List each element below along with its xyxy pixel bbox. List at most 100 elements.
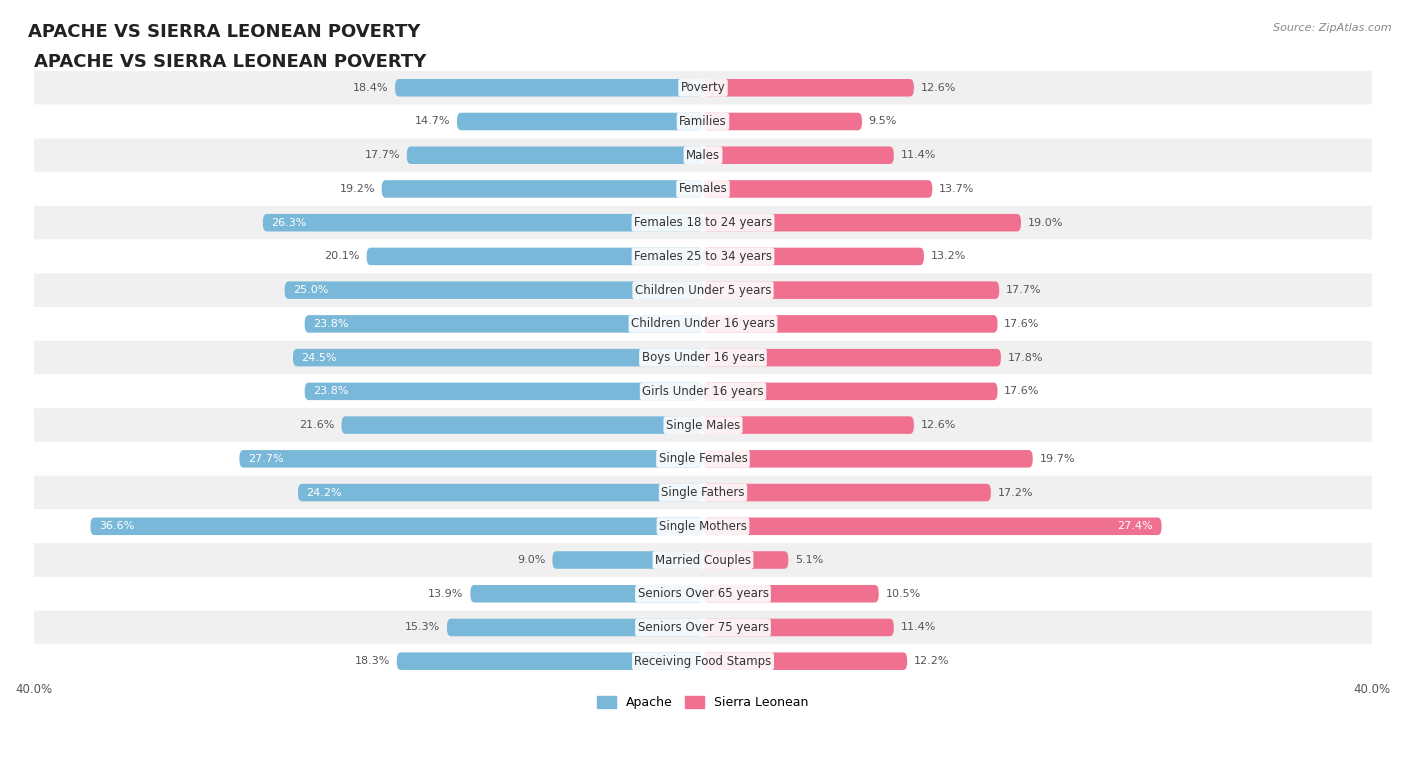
Text: 13.2%: 13.2% [931,252,966,262]
Text: Families: Families [679,115,727,128]
FancyBboxPatch shape [703,214,1021,231]
FancyBboxPatch shape [305,315,703,333]
Text: Single Fathers: Single Fathers [661,486,745,499]
Text: Girls Under 16 years: Girls Under 16 years [643,385,763,398]
Text: 12.6%: 12.6% [921,83,956,92]
FancyBboxPatch shape [298,484,703,501]
Text: APACHE VS SIERRA LEONEAN POVERTY: APACHE VS SIERRA LEONEAN POVERTY [28,23,420,41]
Text: 19.2%: 19.2% [339,184,375,194]
Text: 9.5%: 9.5% [869,117,897,127]
FancyBboxPatch shape [703,484,991,501]
Text: 17.8%: 17.8% [1008,352,1043,362]
Text: 17.6%: 17.6% [1004,319,1039,329]
FancyBboxPatch shape [703,416,914,434]
FancyBboxPatch shape [381,180,703,198]
FancyBboxPatch shape [406,146,703,164]
FancyBboxPatch shape [342,416,703,434]
FancyBboxPatch shape [703,619,894,636]
FancyBboxPatch shape [703,551,789,568]
FancyBboxPatch shape [34,307,1372,341]
FancyBboxPatch shape [292,349,703,366]
FancyBboxPatch shape [553,551,703,568]
FancyBboxPatch shape [703,180,932,198]
Text: Seniors Over 65 years: Seniors Over 65 years [637,587,769,600]
Text: Receiving Food Stamps: Receiving Food Stamps [634,655,772,668]
FancyBboxPatch shape [34,577,1372,611]
FancyBboxPatch shape [34,105,1372,139]
Text: Single Males: Single Males [666,418,740,431]
FancyBboxPatch shape [703,349,1001,366]
FancyBboxPatch shape [703,653,907,670]
Text: 17.7%: 17.7% [364,150,401,160]
Text: 12.6%: 12.6% [921,420,956,430]
FancyBboxPatch shape [34,139,1372,172]
Text: Single Females: Single Females [658,453,748,465]
Text: 12.2%: 12.2% [914,656,949,666]
FancyBboxPatch shape [305,383,703,400]
FancyBboxPatch shape [396,653,703,670]
FancyBboxPatch shape [34,611,1372,644]
Text: 25.0%: 25.0% [292,285,329,295]
FancyBboxPatch shape [263,214,703,231]
Text: 5.1%: 5.1% [794,555,824,565]
FancyBboxPatch shape [703,146,894,164]
Text: Source: ZipAtlas.com: Source: ZipAtlas.com [1274,23,1392,33]
Text: Females 25 to 34 years: Females 25 to 34 years [634,250,772,263]
FancyBboxPatch shape [34,240,1372,274]
Text: 14.7%: 14.7% [415,117,450,127]
FancyBboxPatch shape [34,274,1372,307]
Text: 18.3%: 18.3% [354,656,389,666]
FancyBboxPatch shape [395,79,703,96]
Text: 10.5%: 10.5% [886,589,921,599]
Text: 23.8%: 23.8% [314,387,349,396]
Text: 24.5%: 24.5% [301,352,337,362]
Text: Married Couples: Married Couples [655,553,751,566]
FancyBboxPatch shape [34,172,1372,206]
Text: 26.3%: 26.3% [271,218,307,227]
FancyBboxPatch shape [34,71,1372,105]
FancyBboxPatch shape [90,518,703,535]
Text: Children Under 5 years: Children Under 5 years [634,283,772,296]
FancyBboxPatch shape [284,281,703,299]
Text: 21.6%: 21.6% [299,420,335,430]
FancyBboxPatch shape [367,248,703,265]
Text: 9.0%: 9.0% [517,555,546,565]
Text: Females 18 to 24 years: Females 18 to 24 years [634,216,772,229]
Text: 19.0%: 19.0% [1028,218,1063,227]
FancyBboxPatch shape [34,206,1372,240]
Text: 19.7%: 19.7% [1039,454,1076,464]
FancyBboxPatch shape [447,619,703,636]
Text: APACHE VS SIERRA LEONEAN POVERTY: APACHE VS SIERRA LEONEAN POVERTY [34,53,426,71]
FancyBboxPatch shape [703,315,997,333]
FancyBboxPatch shape [457,113,703,130]
FancyBboxPatch shape [34,442,1372,476]
Text: 13.9%: 13.9% [429,589,464,599]
Text: 17.7%: 17.7% [1005,285,1042,295]
FancyBboxPatch shape [703,79,914,96]
Text: Males: Males [686,149,720,161]
FancyBboxPatch shape [703,518,1161,535]
Text: 27.4%: 27.4% [1118,522,1153,531]
Text: 11.4%: 11.4% [900,622,936,632]
Text: 27.7%: 27.7% [247,454,284,464]
FancyBboxPatch shape [34,374,1372,409]
Text: 11.4%: 11.4% [900,150,936,160]
Text: 24.2%: 24.2% [307,487,342,497]
Text: 13.7%: 13.7% [939,184,974,194]
FancyBboxPatch shape [34,509,1372,543]
Text: 20.1%: 20.1% [325,252,360,262]
Text: 17.6%: 17.6% [1004,387,1039,396]
FancyBboxPatch shape [703,248,924,265]
FancyBboxPatch shape [703,585,879,603]
Text: Poverty: Poverty [681,81,725,94]
FancyBboxPatch shape [703,281,1000,299]
FancyBboxPatch shape [239,450,703,468]
Text: 36.6%: 36.6% [98,522,134,531]
Text: Females: Females [679,183,727,196]
Legend: Apache, Sierra Leonean: Apache, Sierra Leonean [592,691,814,714]
FancyBboxPatch shape [34,341,1372,374]
Text: 23.8%: 23.8% [314,319,349,329]
FancyBboxPatch shape [34,543,1372,577]
Text: 17.2%: 17.2% [997,487,1033,497]
FancyBboxPatch shape [34,409,1372,442]
